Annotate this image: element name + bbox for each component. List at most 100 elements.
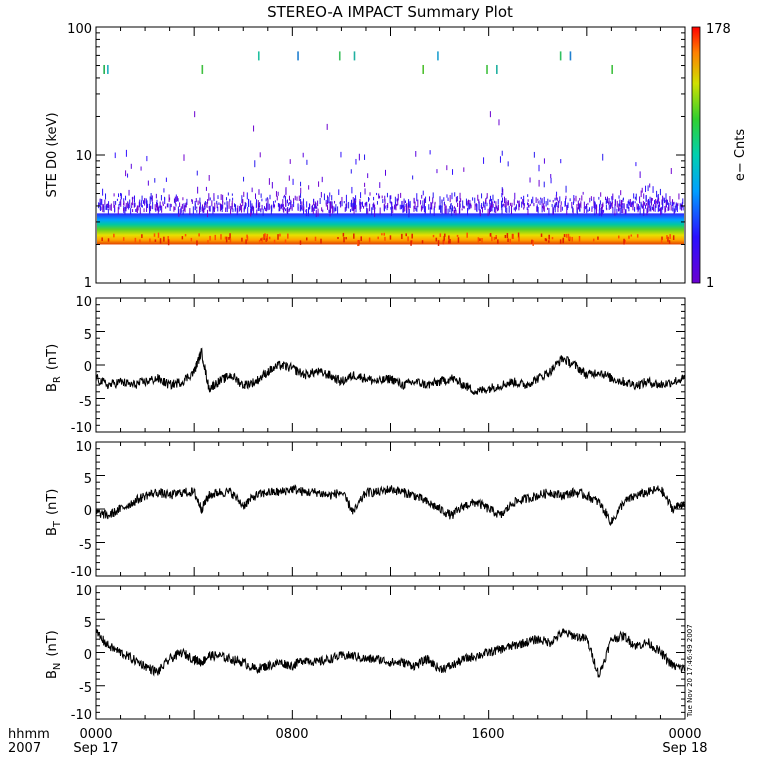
spectrogram-count-cell — [501, 197, 503, 203]
spectrogram-count-cell — [99, 198, 101, 203]
spectrogram-count-cell — [214, 202, 216, 210]
spectrogram-count-cell — [643, 203, 645, 206]
spectrogram-count-cell — [301, 201, 303, 208]
spectrogram-count-cell — [608, 198, 610, 205]
spectrogram-hot-cell — [504, 234, 507, 239]
spectrogram-count-cell — [645, 195, 647, 203]
spectrogram-count-cell — [134, 202, 136, 207]
spectrogram-hot-cell — [512, 233, 514, 240]
spectrogram-hot-cell — [565, 233, 568, 238]
spectrogram-sparse-cell — [323, 193, 325, 201]
spectrogram-sparse-cell — [364, 154, 366, 160]
spectrogram-hot-cell — [245, 239, 247, 245]
spectrogram-count-cell — [406, 202, 408, 211]
spectrogram-count-cell — [662, 200, 664, 208]
bn-ylabel: BN(nT) — [45, 630, 63, 679]
spectrogram-count-cell — [590, 196, 592, 199]
spectrogram-count-cell — [654, 205, 656, 212]
spectrogram-count-cell — [201, 204, 203, 208]
spectrogram-sparse-cell — [550, 173, 552, 179]
spectrogram-count-cell — [308, 203, 310, 210]
spectrogram-count-cell — [114, 207, 116, 213]
spectrogram-sparse-cell — [659, 188, 661, 196]
spectrogram-count-cell — [281, 203, 283, 209]
spectrogram-sparse-cell — [338, 189, 340, 196]
spectrogram-count-cell — [443, 197, 445, 201]
spectrogram-count-cell — [197, 200, 199, 206]
spectrogram-count-cell — [560, 204, 562, 212]
spectrogram-count-cell — [657, 194, 659, 200]
spectrogram-count-cell — [467, 208, 469, 216]
spectrogram-count-cell — [155, 208, 157, 212]
spectrogram-hot-cell — [668, 240, 671, 244]
spectrogram-count-cell — [581, 195, 583, 201]
spectrogram-count-cell — [143, 208, 145, 213]
spectrogram-count-cell — [468, 199, 470, 205]
spectrogram-count-cell — [490, 203, 492, 208]
spectrogram-count-cell — [132, 199, 134, 206]
bn-ytick-0: 0 — [84, 648, 92, 663]
spectrogram-count-cell — [542, 206, 544, 209]
spectrogram-count-cell — [341, 201, 343, 207]
spectrogram-count-cell — [629, 201, 631, 206]
spectrogram-count-cell — [579, 197, 581, 201]
spectrogram-count-cell — [355, 198, 357, 203]
spectrogram-count-cell — [527, 203, 529, 208]
spectrogram-hot-cell — [207, 240, 209, 244]
spectrogram-count-cell — [449, 194, 451, 203]
spectrogram-count-cell — [646, 208, 648, 216]
spectrogram-count-cell — [492, 194, 494, 201]
spectrogram-count-cell — [107, 208, 109, 215]
spectrogram-count-cell — [123, 201, 125, 206]
spectrogram-count-cell — [352, 197, 354, 204]
spectrogram-sparse-cell — [351, 186, 353, 194]
spectrogram-hot-cell — [284, 239, 287, 244]
spectrogram-sparse-cell — [306, 159, 308, 165]
spectrogram-count-cell — [264, 206, 266, 210]
spectrogram-count-cell — [277, 202, 279, 207]
spectrogram-count-cell — [671, 200, 673, 206]
spectrogram-count-cell — [599, 203, 601, 207]
spectrogram-count-cell — [204, 202, 206, 210]
spectrogram-sparse-cell — [300, 187, 302, 194]
spectrogram-count-cell — [341, 196, 343, 203]
spectrogram-count-cell — [579, 204, 581, 212]
spectrogram-sparse-cell — [340, 151, 342, 158]
spectrogram-count-cell — [567, 202, 569, 208]
xtick-label-1600: 1600 — [471, 727, 504, 742]
spectrogram-hot-cell — [630, 234, 633, 237]
spectrogram-count-cell — [363, 205, 365, 209]
spectrogram-hot-cell — [225, 236, 228, 243]
spectrogram-count-cell — [479, 209, 481, 214]
spectrogram-hot-cell — [360, 236, 362, 242]
spectrogram-spike — [486, 64, 488, 74]
spectrogram-count-cell — [672, 199, 674, 204]
spectrogram-count-cell — [378, 193, 380, 199]
spectrogram-sparse-cell — [102, 188, 104, 196]
spectrogram-sparse-cell — [385, 169, 387, 176]
spectrogram-count-cell — [359, 204, 361, 212]
spectrogram-count-cell — [585, 203, 587, 209]
spectrogram-hot-cell — [507, 238, 509, 242]
spectrogram-count-cell — [601, 204, 603, 209]
spectrogram-count-cell — [589, 197, 591, 203]
spectrogram-isolated-cell — [194, 111, 196, 118]
spectrogram-count-cell — [327, 205, 329, 210]
spectrogram-count-cell — [155, 193, 157, 199]
spectrogram-count-cell — [453, 206, 455, 209]
spectrogram-count-cell — [422, 200, 424, 208]
spectrogram-count-cell — [553, 205, 555, 208]
spectrogram-count-cell — [403, 200, 405, 204]
spectrogram-count-cell — [209, 205, 211, 212]
spectrogram-count-cell — [610, 204, 612, 207]
spectrogram-count-cell — [229, 198, 231, 202]
spectrogram-count-cell — [447, 197, 449, 201]
spectrogram-count-cell — [279, 203, 281, 212]
spectrogram-count-cell — [520, 196, 522, 200]
spectrogram-count-cell — [268, 203, 270, 210]
spectrogram-hot-cell — [337, 237, 339, 240]
spectrogram-sparse-cell — [288, 175, 290, 181]
spectrogram-count-cell — [543, 196, 545, 204]
spectrogram-count-cell — [183, 203, 185, 210]
spectrogram-count-cell — [682, 206, 684, 211]
